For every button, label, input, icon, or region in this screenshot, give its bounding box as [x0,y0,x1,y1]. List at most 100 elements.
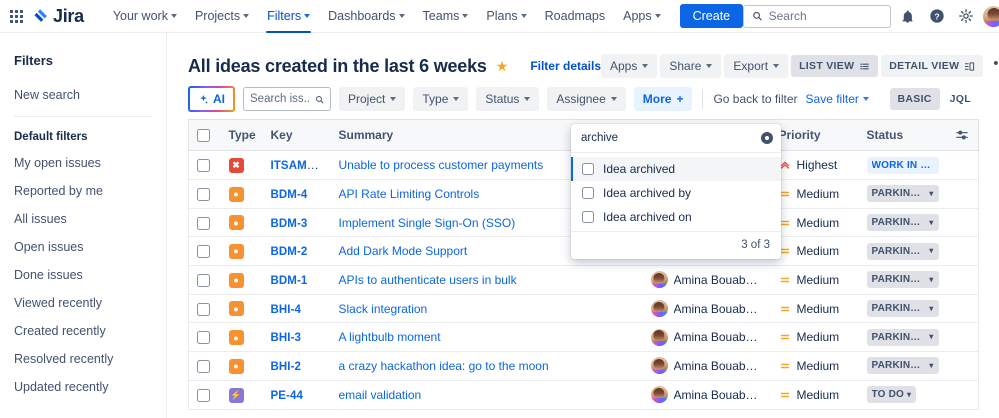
sidebar-item-done-issues[interactable]: Done issues [14,268,83,282]
status-badge[interactable]: WORK IN PROGRE... [866,156,939,174]
status-badge[interactable]: TO DO ▾ [866,386,917,404]
app-switcher-icon[interactable] [10,5,23,27]
nav-projects[interactable]: Projects [186,0,258,33]
column-header-type[interactable]: Type [220,118,263,152]
mode-jql-button[interactable]: JQL [942,88,979,110]
table-row[interactable]: ⚡ PE-44 email validation Amina Bouabdall… [188,380,979,410]
help-icon[interactable]: ? [924,4,949,29]
issue-search-box[interactable] [243,87,331,111]
row-checkbox[interactable] [197,302,210,316]
issue-summary-link[interactable]: Add Dark Mode Support [338,244,468,259]
more-actions-button[interactable]: ••• [986,56,999,76]
detail-view-button[interactable]: DETAIL VIEW [881,55,984,77]
notifications-icon[interactable] [895,4,920,29]
create-button[interactable]: Create [679,4,744,28]
table-row[interactable]: ● BHI-3 A lightbulb moment Amina Bouabda… [188,322,979,353]
filter-project-dropdown[interactable]: Project [339,87,406,111]
go-back-to-filter-link[interactable]: Go back to filter [713,92,798,106]
filter-more-button[interactable]: More + [633,87,693,111]
row-checkbox[interactable] [197,216,210,230]
issue-key-link[interactable]: BHI-2 [270,360,302,373]
issue-key-link[interactable]: BDM-2 [270,246,308,259]
row-checkbox[interactable] [197,388,210,402]
nav-filters[interactable]: Filters [258,0,319,33]
row-checkbox[interactable] [197,159,210,173]
user-avatar[interactable] [982,4,999,28]
share-button[interactable]: Share [660,54,722,78]
sidebar-item-reported-by-me[interactable]: Reported by me [14,184,103,198]
status-badge[interactable]: PARKING LOT▾ [866,328,939,346]
issue-summary-link[interactable]: APIs to authenticate users in bulk [338,272,517,287]
sidebar-new-search[interactable]: New search [14,88,80,102]
nav-apps[interactable]: Apps [614,0,670,33]
row-checkbox[interactable] [197,188,210,202]
star-favorite-icon[interactable]: ★ [495,57,509,74]
issue-key-link[interactable]: PE-44 [270,389,303,402]
filter-assignee-dropdown[interactable]: Assignee [547,87,626,111]
status-badge[interactable]: PARKING LOT▾ [866,271,939,289]
table-row[interactable]: ● BDM-1 APIs to authenticate users in bu… [188,265,979,295]
table-row[interactable]: ● BDM-2 Add Dark Mode Support Medium PAR… [188,236,979,267]
jira-logo[interactable]: Jira [32,6,84,27]
nav-dashboards[interactable]: Dashboards [319,0,413,33]
issue-key-link[interactable]: BDM-3 [270,217,308,230]
issue-search-input[interactable] [250,93,311,105]
status-badge[interactable]: PARKING LOT▾ [866,242,939,260]
filter-type-dropdown[interactable]: Type [413,87,469,111]
dropdown-search-row[interactable] [571,124,781,153]
status-badge[interactable]: PARKING LOT▾ [866,214,939,232]
status-badge[interactable]: PARKING LOT▾ [866,300,939,318]
row-checkbox[interactable] [197,245,210,259]
table-row[interactable]: ● BHI-4 Slack integration Amina Bouabdal… [188,294,979,324]
filter-details-link[interactable]: Filter details [530,59,601,73]
dropdown-search-input[interactable] [581,132,761,144]
mode-basic-button[interactable]: BASIC [889,88,940,110]
sidebar-item-created-recently[interactable]: Created recently [14,324,106,338]
clear-icon[interactable] [761,132,773,144]
issue-summary-link[interactable]: a crazy hackathon idea: go to the moon [338,358,549,373]
settings-icon[interactable] [953,4,978,29]
table-row[interactable]: ● BHI-2 a crazy hackathon idea: go to th… [188,351,979,381]
issue-key-link[interactable]: ITSAMPLE-6 [270,160,331,173]
sidebar-item-resolved-recently[interactable]: Resolved recently [14,352,114,366]
issue-key-link[interactable]: BHI-3 [270,332,302,345]
issue-key-link[interactable]: BDM-1 [270,274,308,287]
status-badge[interactable]: PARKING LOT▾ [866,357,939,375]
issue-summary-link[interactable]: email validation [338,387,422,402]
issue-key-link[interactable]: BDM-4 [270,188,308,201]
option-checkbox[interactable] [582,211,594,223]
nav-plans[interactable]: Plans [477,0,535,33]
ai-button[interactable]: AI [188,86,235,112]
nav-teams[interactable]: Teams [414,0,478,33]
dropdown-option-idea-archived-by[interactable]: Idea archived by [571,181,781,205]
row-checkbox[interactable] [197,331,210,345]
issue-summary-link[interactable]: Implement Single Sign-On (SSO) [338,215,516,230]
global-search-input[interactable] [768,9,883,23]
save-filter-button[interactable]: Save filter [806,92,869,106]
issue-summary-link[interactable]: Slack integration [338,301,428,316]
select-all-checkbox[interactable] [197,129,210,143]
column-header-priority[interactable]: Priority [770,118,859,152]
issue-summary-link[interactable]: Unable to process customer payments [338,158,544,173]
issue-key-link[interactable]: BHI-4 [270,303,302,316]
sidebar-item-viewed-recently[interactable]: Viewed recently [14,296,103,310]
filter-status-dropdown[interactable]: Status [476,87,540,111]
row-checkbox[interactable] [197,274,210,288]
sidebar-item-my-open-issues[interactable]: My open issues [14,156,101,170]
nav-roadmaps[interactable]: Roadmaps [536,0,614,33]
issue-summary-link[interactable]: A lightbulb moment [338,330,441,345]
sidebar-item-updated-recently[interactable]: Updated recently [14,380,109,394]
nav-your-work[interactable]: Your work [104,0,186,33]
dropdown-option-idea-archived-on[interactable]: Idea archived on [571,205,781,229]
issue-summary-link[interactable]: API Rate Limiting Controls [338,186,480,201]
sidebar-item-open-issues[interactable]: Open issues [14,240,84,254]
column-header-status[interactable]: Status [858,118,947,152]
row-checkbox[interactable] [197,360,210,374]
option-checkbox[interactable] [582,163,594,175]
status-badge[interactable]: PARKING LOT▾ [866,185,939,203]
export-button[interactable]: Export [724,54,789,78]
column-header-key[interactable]: Key [262,118,331,152]
global-search-box[interactable] [743,4,892,28]
apps-button[interactable]: Apps [601,54,658,78]
list-view-button[interactable]: LIST VIEW [791,55,879,77]
